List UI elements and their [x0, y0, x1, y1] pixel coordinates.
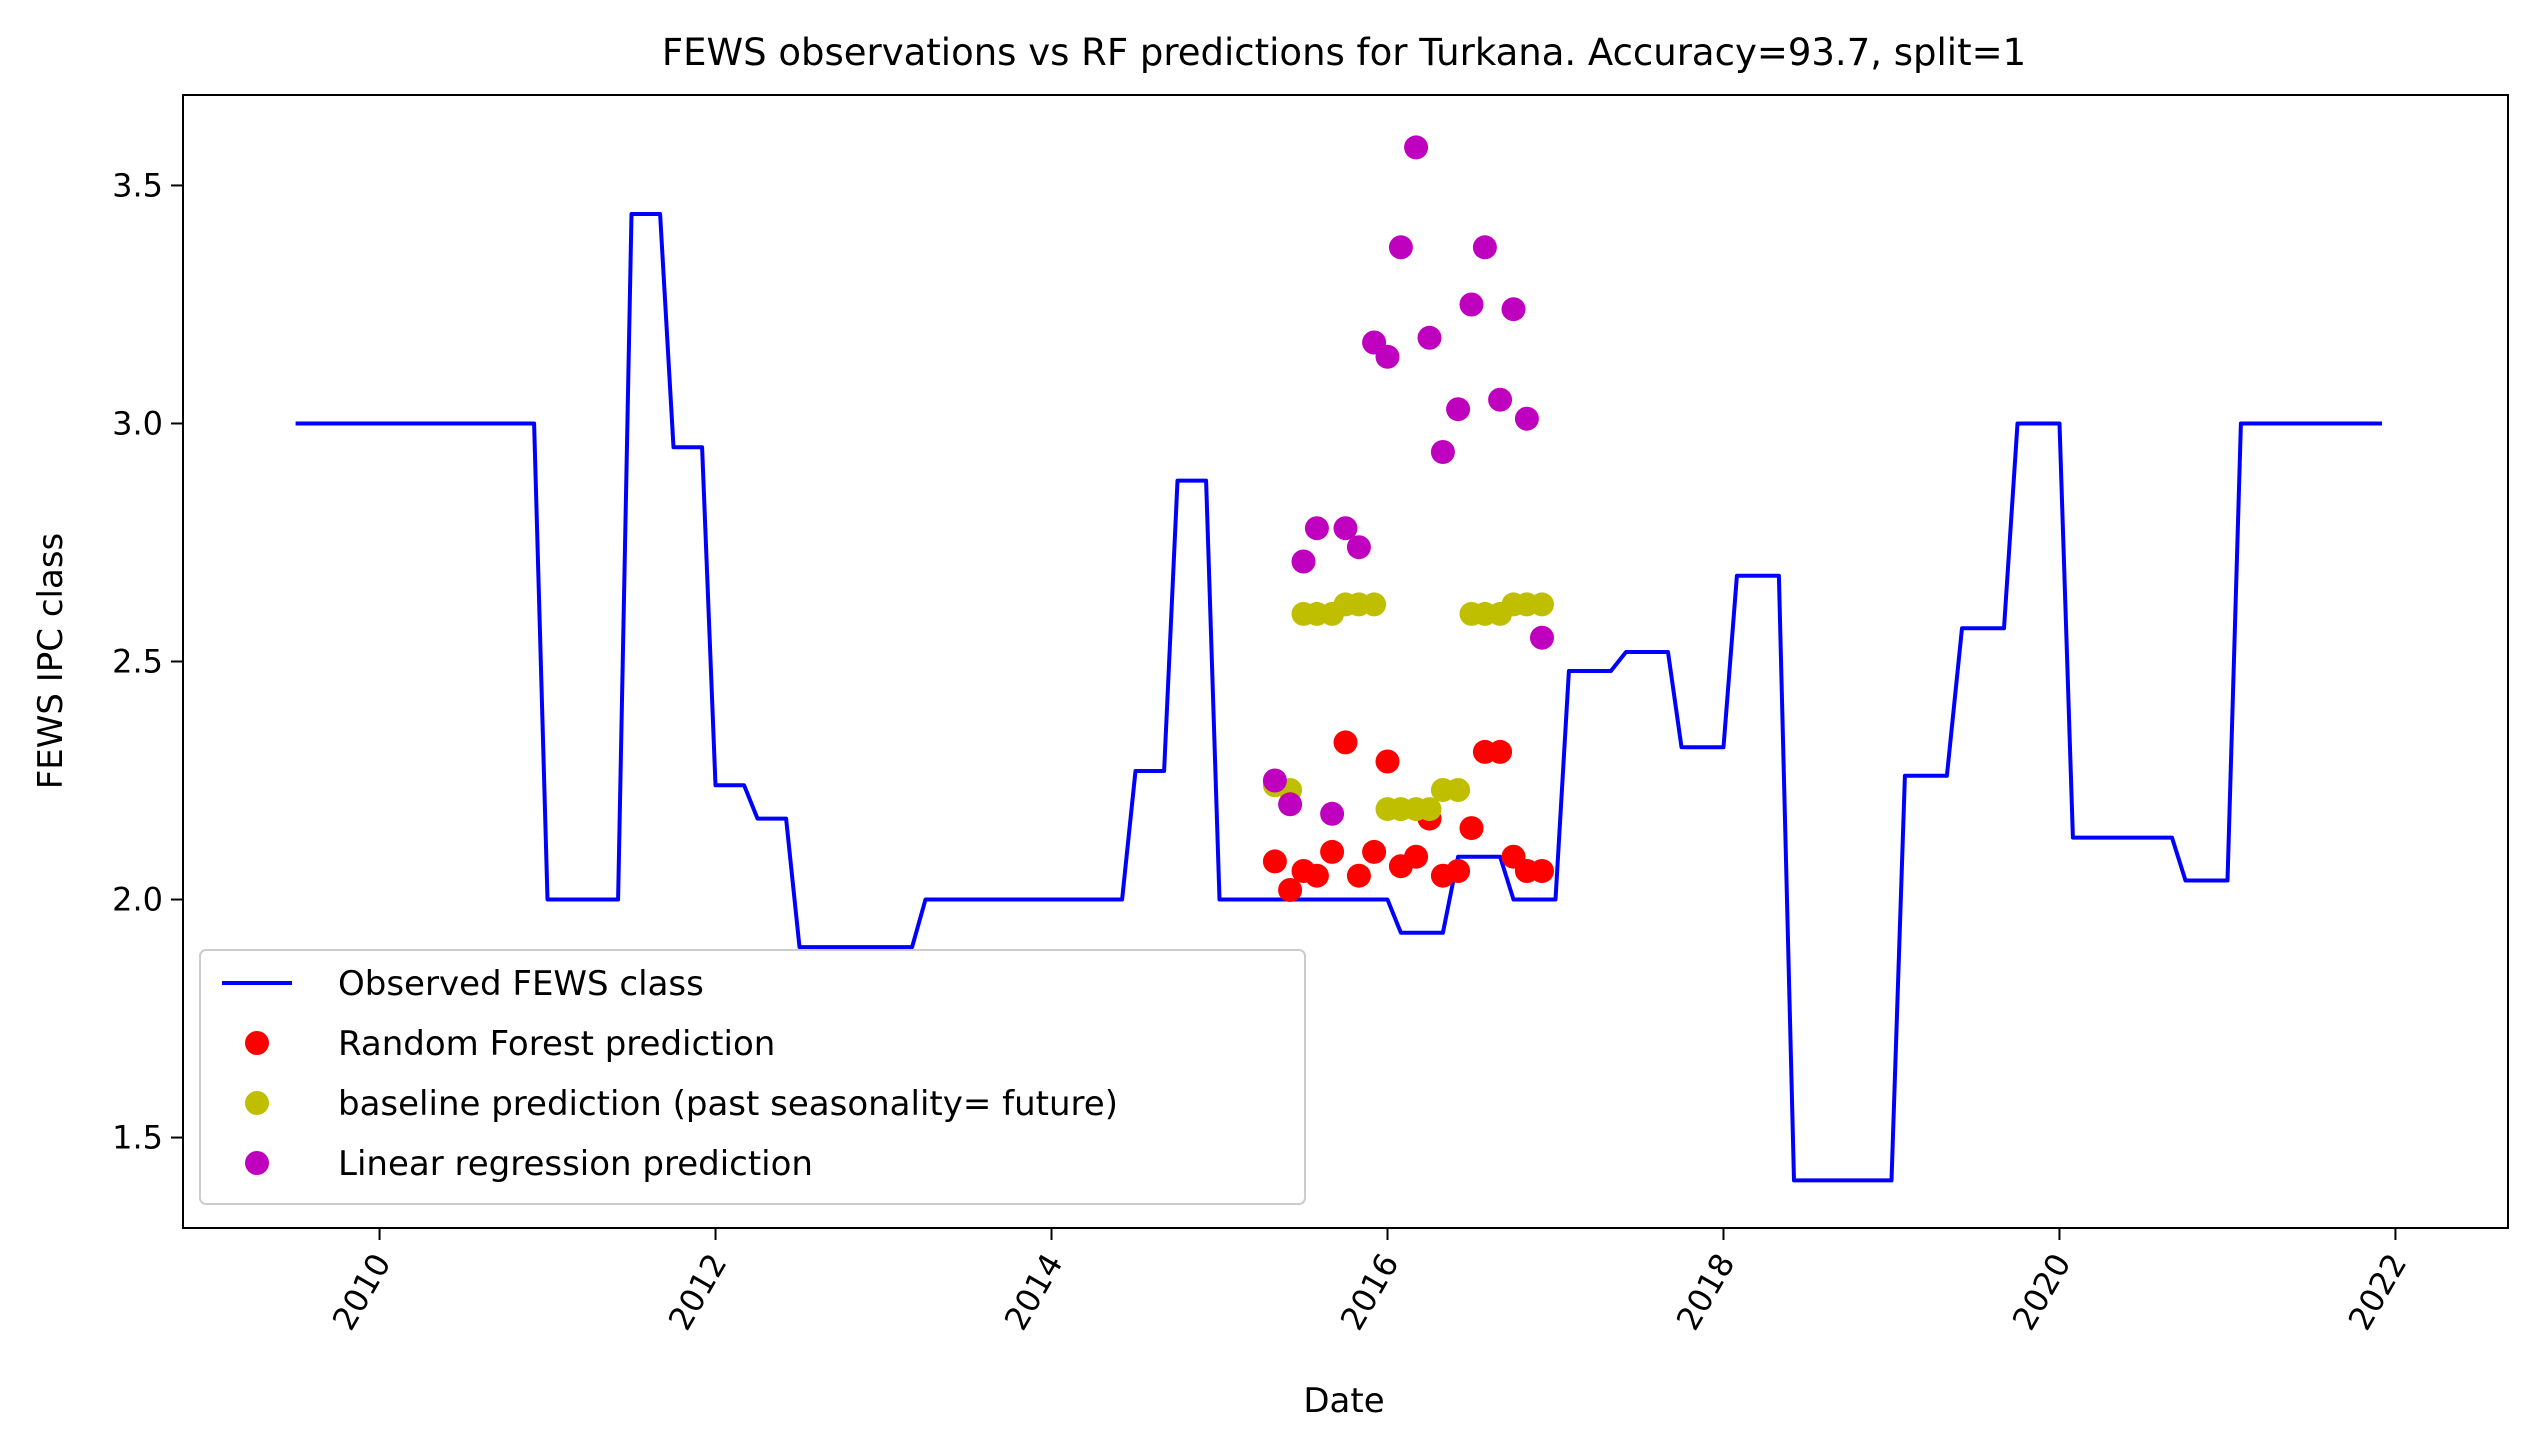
point-rf — [1333, 730, 1358, 755]
point-rf — [1278, 878, 1303, 902]
point-linreg — [1459, 292, 1484, 317]
point-baseline — [1446, 778, 1471, 802]
point-rf — [1530, 859, 1554, 883]
y-tick-label: 2.0 — [112, 881, 163, 919]
x-tick-label: 2022 — [2341, 1247, 2415, 1337]
point-linreg — [1375, 344, 1400, 369]
point-rf — [1346, 863, 1371, 888]
legend-swatch-marker — [245, 1091, 269, 1115]
point-rf — [1304, 863, 1329, 888]
y-tick-label: 2.5 — [112, 643, 163, 681]
point-linreg — [1488, 387, 1513, 412]
y-tick-label: 3.0 — [112, 404, 163, 442]
point-baseline — [1530, 592, 1554, 617]
point-linreg — [1262, 768, 1287, 793]
point-rf — [1362, 839, 1387, 864]
point-linreg — [1430, 440, 1455, 464]
x-tick-label: 2020 — [2005, 1247, 2079, 1337]
point-rf — [1446, 859, 1471, 883]
point-linreg — [1446, 397, 1471, 422]
point-linreg — [1530, 625, 1554, 650]
point-rf — [1459, 816, 1484, 841]
point-linreg — [1320, 801, 1345, 826]
point-linreg — [1333, 516, 1358, 541]
legend-label: Linear regression prediction — [338, 1144, 813, 1184]
point-linreg — [1304, 516, 1329, 541]
point-linreg — [1404, 135, 1429, 160]
series-line-observed — [295, 212, 2382, 1183]
legend-label: Random Forest prediction — [338, 1024, 775, 1064]
point-linreg — [1278, 792, 1303, 817]
legend-box — [199, 949, 1306, 1205]
point-linreg — [1501, 297, 1526, 322]
chart-title: FEWS observations vs RF predictions for … — [662, 31, 2026, 74]
legend-swatch-marker — [245, 1151, 269, 1175]
x-tick-label: 2012 — [661, 1247, 735, 1337]
point-rf — [1262, 849, 1287, 874]
point-linreg — [1388, 235, 1413, 260]
legend-label: baseline prediction (past seasonality= f… — [338, 1084, 1118, 1124]
plot-area — [295, 135, 2382, 1183]
legend-label: Observed FEWS class — [338, 964, 704, 1004]
point-baseline — [1362, 592, 1387, 617]
point-linreg — [1346, 535, 1371, 560]
point-linreg — [1472, 235, 1497, 260]
point-linreg — [1514, 406, 1539, 431]
point-linreg — [1291, 549, 1316, 574]
legend-swatch-marker — [245, 1031, 269, 1055]
x-tick-label: 2016 — [1333, 1247, 1407, 1337]
y-axis: 1.5 2.0 2.5 3.0 3.5 — [112, 166, 183, 1157]
x-tick-label: 2014 — [997, 1247, 1071, 1337]
point-rf — [1404, 844, 1429, 869]
y-tick-label: 1.5 — [112, 1119, 163, 1157]
point-rf — [1320, 839, 1345, 864]
y-tick-label: 3.5 — [112, 166, 163, 204]
point-rf — [1375, 749, 1400, 774]
point-linreg — [1417, 325, 1442, 350]
legend: Observed FEWS class Random Forest predict… — [199, 949, 1306, 1205]
y-axis-label: FEWS IPC class — [31, 533, 71, 790]
x-axis-label: Date — [1303, 1381, 1384, 1421]
x-tick-label: 2010 — [325, 1247, 399, 1337]
point-rf — [1488, 739, 1513, 764]
x-axis: 2010 2012 2014 2016 2018 2020 2022 — [325, 1228, 2415, 1337]
point-baseline — [1417, 797, 1442, 822]
x-tick-label: 2018 — [1669, 1247, 1743, 1337]
